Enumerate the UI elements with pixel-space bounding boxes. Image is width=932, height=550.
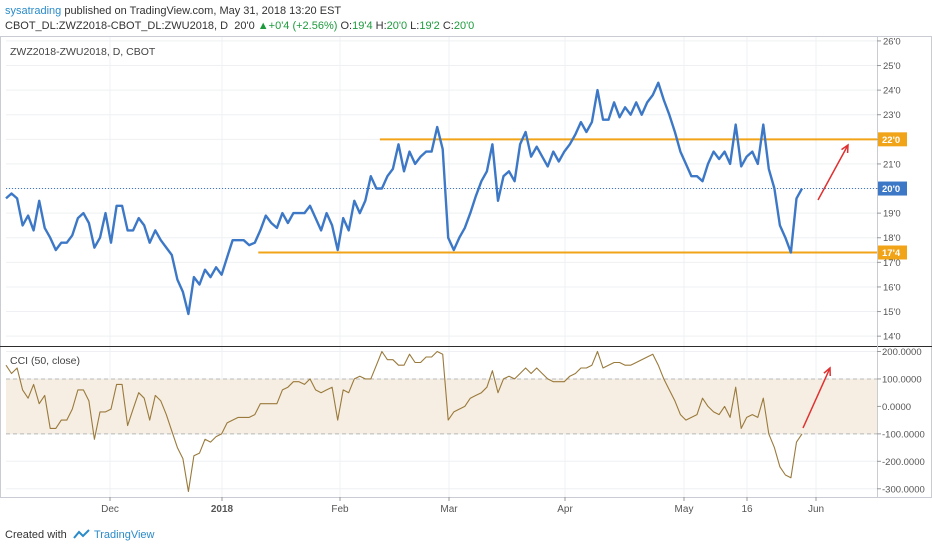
open-value: 19'4 <box>352 20 373 32</box>
cci-series-line <box>5 350 803 493</box>
up-arrow-icon: ▲ <box>257 20 269 32</box>
current-price-badge-bg <box>878 181 907 196</box>
author-link[interactable]: sysatrading <box>5 5 62 17</box>
time-tick-label: 16 <box>741 504 753 515</box>
price-tick-label: 15'0 <box>883 307 901 318</box>
cci-tick-label: -200.0000 <box>882 457 925 468</box>
price-tick-label: 25'0 <box>883 61 901 72</box>
time-tick-label: Jun <box>808 504 824 515</box>
cci-arrow-icon-shaft <box>802 367 831 429</box>
price-arrow-icon-head <box>841 143 849 154</box>
support-badge-bg <box>878 245 907 260</box>
price-tick-label: 21'0 <box>883 159 901 170</box>
cci-guide-lines <box>6 378 877 435</box>
price-series-line <box>5 81 804 316</box>
time-tick-label: Dec <box>101 504 119 515</box>
resistance-badge-bg <box>878 132 907 147</box>
price-tick-label: 23'0 <box>883 110 901 121</box>
publish-header: sysatrading published on TradingView.com… <box>5 4 341 18</box>
cci-arrow-icon-head <box>823 366 831 377</box>
annotation-arrows <box>802 143 849 429</box>
support-badge-text: 17'4 <box>882 248 901 259</box>
cci-tick-label: -100.0000 <box>882 429 925 440</box>
time-tick-label: Mar <box>440 504 458 515</box>
level-lines <box>258 138 877 254</box>
price-tick-label: 16'0 <box>883 282 901 293</box>
price-tick-label: 26'0 <box>883 36 901 47</box>
price-tick-label: 17'0 <box>883 258 901 269</box>
price-pane-title: ZWZ2018-ZWU2018, D, CBOT <box>10 46 156 58</box>
created-with-label: Created with <box>5 529 67 541</box>
time-tick-label: 2018 <box>211 504 234 515</box>
price-arrow-icon-shaft <box>817 144 849 201</box>
cci-arrow-icon <box>802 366 831 429</box>
grid-lines <box>6 36 877 497</box>
cci-tick-label: 0.0000 <box>882 402 911 413</box>
cci-axis: 200.0000 100.0000 0.0000 -100.0000 -200.0000… <box>877 347 925 495</box>
symbol-name: CBOT_DL:ZWZ2018-CBOT_DL:ZWU2018, D <box>5 20 229 32</box>
resistance-badge: 22'0 <box>878 132 907 147</box>
support-badge: 17'4 <box>878 245 907 260</box>
cci-tick-label: 200.0000 <box>882 347 922 358</box>
cci-tick-label: 100.0000 <box>882 374 922 385</box>
time-tick-label: Feb <box>331 504 349 515</box>
current-price-badge-text: 20'0 <box>882 184 900 195</box>
footer: Created with TradingView <box>5 528 155 542</box>
current-price-badge: 20'0 <box>878 181 907 196</box>
quote-line: CBOT_DL:ZWZ2018-CBOT_DL:ZWU2018, D 20'0 … <box>5 19 474 33</box>
cci-band <box>6 378 877 434</box>
high-label: H: <box>375 20 387 32</box>
price-axis: 14'0 15'0 16'0 17'0 18'0 19'0 20'0 21'0 22'0 23'0… <box>877 36 907 343</box>
cci-tick-label: -300.0000 <box>882 484 925 495</box>
price-tick-label: 19'0 <box>883 209 901 220</box>
time-tick-label: May <box>675 504 694 515</box>
low-label: L: <box>410 20 420 32</box>
price-arrow-icon <box>817 143 849 201</box>
high-value: 20'0 <box>386 20 408 32</box>
price-tick-label: 14'0 <box>883 332 901 343</box>
close-value: 20'0 <box>453 20 475 32</box>
open-label: O: <box>340 20 353 32</box>
price-tick-label: 24'0 <box>883 86 901 97</box>
last-price: 20'0 <box>234 20 255 32</box>
price-change: +0'4 (+2.56%) <box>268 20 338 32</box>
time-axis: Dec 2018 Feb Mar Apr May 16 Jun <box>101 497 824 515</box>
tradingview-brand-link[interactable]: TradingView <box>93 529 155 541</box>
price-tick-label: 18'0 <box>883 233 901 244</box>
published-text: published on TradingView.com, May 31, 20… <box>61 5 342 17</box>
tradingview-logo-icon <box>73 529 90 539</box>
resistance-badge-text: 22'0 <box>882 135 900 146</box>
cci-pane-title: CCI (50, close) <box>10 355 80 367</box>
time-tick-label: Apr <box>557 504 573 515</box>
close-label: C: <box>442 20 454 32</box>
low-value: 19'2 <box>419 20 440 32</box>
